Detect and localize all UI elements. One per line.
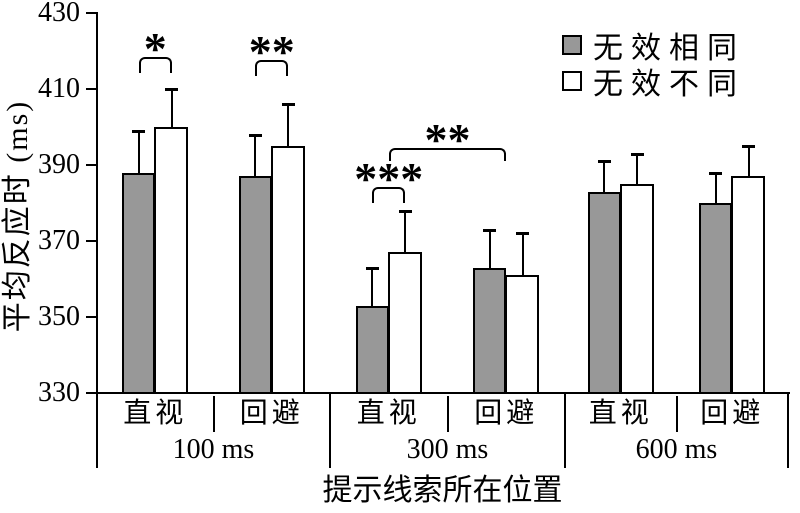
y-axis-title: 平均反应时 (ms)	[1, 99, 34, 333]
error-bar-cap	[742, 145, 756, 148]
y-tick	[86, 316, 96, 318]
error-bar-stem	[488, 229, 491, 269]
x-subgroup-label-直视: 直视	[356, 398, 421, 429]
y-tick	[86, 12, 96, 14]
error-bar-cap	[365, 266, 379, 270]
error-bar-stem	[170, 89, 173, 128]
bar-无效不同-g2-s1	[731, 176, 766, 393]
bar-无效不同-g1-s1	[505, 275, 540, 393]
error-bar-stem	[404, 210, 407, 254]
legend-swatch	[562, 71, 582, 91]
error-bar-cap	[709, 171, 723, 175]
significance-bracket	[255, 60, 289, 76]
significance-bracket	[372, 187, 406, 203]
bar-无效不同-g2-s0	[619, 184, 654, 393]
y-tick-label: 410	[38, 73, 80, 104]
error-bar-cap	[398, 209, 412, 213]
y-axis-line	[96, 12, 98, 468]
x-axis-line	[96, 392, 790, 394]
y-tick-label: 430	[38, 0, 80, 28]
significance-label: **	[248, 26, 295, 77]
legend-label: 无效不同	[593, 68, 745, 101]
error-bar-cap	[630, 152, 644, 156]
bar-无效相同-g1-s1	[473, 267, 507, 393]
significance-bracket	[138, 57, 172, 73]
x-axis-title: 提示线索所在位置	[322, 474, 563, 507]
significance-label: ***	[354, 153, 424, 204]
error-bar-cap	[483, 228, 497, 232]
error-bar-cap	[281, 103, 295, 107]
error-bar-stem	[747, 146, 750, 178]
significance-bracket	[388, 148, 507, 161]
x-subgroup-label-回避: 回避	[700, 398, 765, 429]
error-bar-cap	[165, 88, 179, 91]
error-bar-stem	[714, 172, 717, 204]
y-tick	[86, 240, 96, 242]
y-tick	[86, 88, 96, 90]
legend-swatch	[562, 35, 582, 55]
y-tick-label: 350	[38, 301, 80, 332]
error-bar-stem	[636, 153, 639, 185]
bar-无效不同-g0-s1	[270, 146, 305, 393]
bar-无效不同-g1-s0	[387, 252, 422, 393]
error-bar-stem	[287, 104, 290, 147]
x-subgroup-label-回避: 回避	[474, 398, 539, 429]
subgroup-divider	[446, 396, 449, 432]
significance-label: **	[424, 114, 471, 165]
subgroup-divider	[212, 396, 215, 432]
x-group-label-300 ms: 300 ms	[406, 434, 489, 465]
error-bar-cap	[248, 133, 262, 137]
bar-无效相同-g0-s0	[122, 172, 156, 393]
y-tick	[86, 392, 96, 394]
error-bar-stem	[254, 134, 257, 178]
x-subgroup-label-直视: 直视	[123, 398, 188, 429]
legend-item: 无效相同	[562, 27, 745, 65]
x-subgroup-label-回避: 回避	[239, 398, 304, 429]
bar-无效相同-g2-s0	[587, 191, 621, 393]
x-subgroup-label-直视: 直视	[588, 398, 653, 429]
significance-label: *	[143, 23, 167, 74]
x-group-label-100 ms: 100 ms	[172, 434, 255, 465]
legend-label: 无效相同	[593, 32, 745, 65]
error-bar-stem	[137, 130, 140, 174]
y-tick	[86, 164, 96, 166]
bar-无效不同-g0-s0	[154, 127, 189, 393]
legend: 无效相同 无效不同	[562, 27, 745, 101]
group-divider	[329, 394, 331, 468]
error-bar-cap	[597, 160, 611, 164]
legend-item: 无效不同	[562, 63, 745, 101]
error-bar-cap	[516, 232, 530, 236]
y-tick-label: 370	[38, 225, 80, 256]
y-tick-label: 390	[38, 149, 80, 180]
subgroup-divider	[675, 396, 678, 432]
bar-无效相同-g2-s1	[699, 203, 733, 393]
x-axis-right-edge	[787, 392, 789, 468]
error-bar-stem	[603, 161, 606, 193]
error-bar-cap	[132, 129, 146, 133]
bar-无效相同-g0-s1	[238, 176, 272, 393]
x-group-label-600 ms: 600 ms	[635, 434, 718, 465]
error-bar-stem	[521, 233, 524, 277]
group-divider	[564, 394, 566, 468]
error-bar-stem	[371, 267, 374, 307]
bar-无效相同-g1-s0	[355, 305, 389, 393]
y-tick-label: 330	[38, 377, 80, 408]
